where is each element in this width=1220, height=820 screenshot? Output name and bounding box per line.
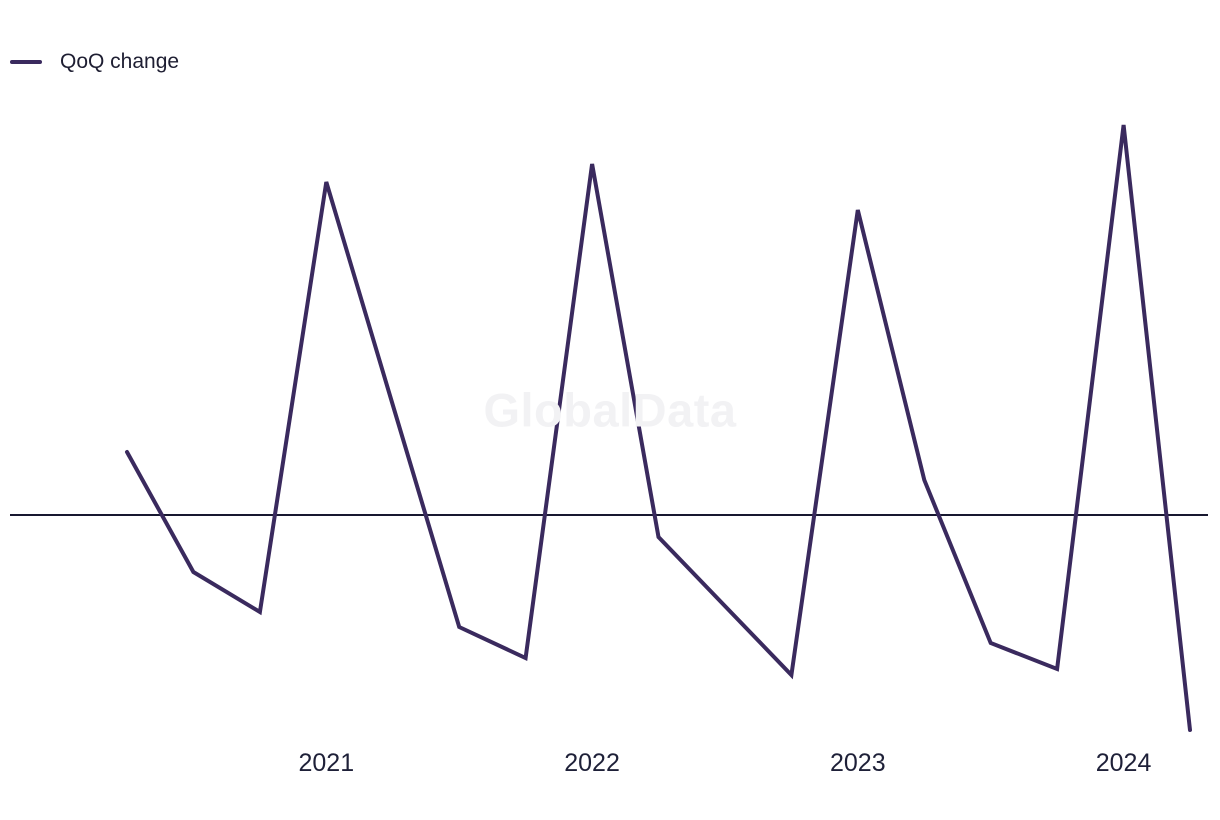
legend: QoQ change bbox=[10, 48, 179, 76]
series-line-qoq-change bbox=[125, 124, 1192, 732]
series-swatch-icon bbox=[10, 60, 42, 64]
legend-item-qoq-change[interactable]: QoQ change bbox=[10, 48, 179, 76]
legend-label: QoQ change bbox=[60, 50, 180, 73]
